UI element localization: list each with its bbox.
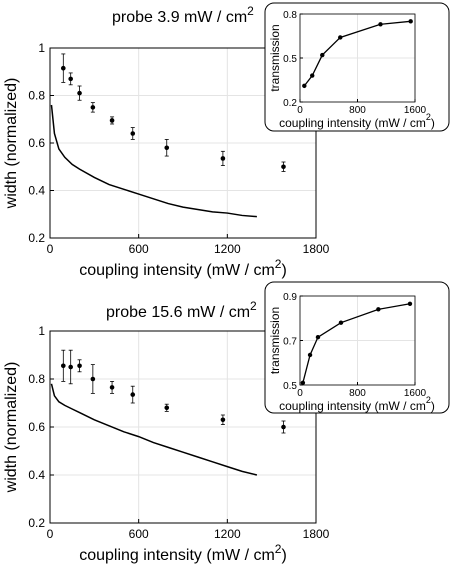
inset-x-axis-label: coupling intensity (mW / cm2) bbox=[279, 112, 435, 130]
data-point bbox=[90, 105, 96, 110]
y-tick-label: 0.4 bbox=[28, 184, 45, 198]
y-tick-label: 0.2 bbox=[28, 231, 45, 245]
data-point bbox=[90, 376, 96, 382]
data-point bbox=[281, 164, 286, 170]
inset-x-tick-label: 0 bbox=[297, 105, 303, 116]
x-axis-label-end: ) bbox=[281, 547, 286, 564]
y-tick-label: 0.8 bbox=[28, 89, 45, 103]
chart-panel-top: 0 600 1200 1800 0.2 0.4 0.6 0.8 1 coupling intens… bbox=[3, 2, 450, 279]
x-axis-label-text: coupling intensity (mW / cm bbox=[79, 262, 275, 279]
inset-x-axis-label-text: coupling intensity (mW / cm bbox=[279, 116, 426, 130]
inset-data-point bbox=[407, 301, 413, 306]
inset-data-point bbox=[378, 22, 383, 27]
inset-line bbox=[302, 303, 411, 383]
chart-title-text: probe 15.6 mW / cm bbox=[106, 304, 250, 321]
data-point bbox=[130, 392, 136, 397]
y-axis-label: width (normalized) bbox=[3, 362, 20, 494]
x-axis-label-end: ) bbox=[281, 262, 286, 279]
data-point bbox=[61, 65, 66, 71]
data-point bbox=[281, 424, 286, 430]
data-point bbox=[77, 363, 82, 369]
data-point bbox=[61, 363, 66, 369]
x-tick-label: 1800 bbox=[303, 242, 330, 256]
chart-panel-bottom: 0 600 1200 1800 0.2 0.4 0.6 0.8 1 coupling intens… bbox=[3, 281, 450, 564]
inset-y-axis-label: transmission bbox=[268, 307, 282, 374]
x-tick-label: 0 bbox=[47, 242, 54, 256]
inset-y-axis-label: transmission bbox=[268, 24, 282, 91]
data-point bbox=[109, 385, 115, 390]
data-point bbox=[68, 364, 73, 370]
data-point bbox=[77, 90, 82, 96]
data-point bbox=[109, 118, 115, 123]
data-point bbox=[68, 76, 73, 82]
inset-data-point bbox=[376, 307, 381, 312]
x-tick-label: 600 bbox=[129, 527, 149, 541]
inset-data-point bbox=[302, 83, 307, 89]
inset-y-tick-label: 0.7 bbox=[283, 337, 297, 348]
x-tick-label: 1200 bbox=[214, 242, 241, 256]
inset-x-axis-label-superscript: 2 bbox=[426, 395, 431, 405]
inset-data-point bbox=[310, 73, 315, 78]
inset-data-point bbox=[315, 334, 321, 340]
inset-y-tick-label: 0.5 bbox=[283, 381, 297, 392]
inset-x-tick-label: 800 bbox=[349, 388, 366, 399]
inset-data-point bbox=[300, 380, 306, 385]
inset-x-tick-label: 1600 bbox=[404, 105, 427, 116]
x-tick-label: 0 bbox=[47, 527, 54, 541]
y-tick-label: 0.4 bbox=[28, 468, 45, 482]
inset-x-tick-label: 0 bbox=[297, 388, 303, 399]
x-tick-label: 600 bbox=[129, 242, 149, 256]
x-axis-label-superscript: 2 bbox=[275, 257, 282, 271]
chart-title-text: probe 3.9 mW / cm bbox=[112, 9, 247, 26]
inset-x-axis-label: coupling intensity (mW / cm2) bbox=[279, 395, 435, 413]
inset-y-tick-label: 0.9 bbox=[283, 292, 297, 303]
data-point bbox=[164, 405, 170, 411]
x-tick-label: 1200 bbox=[214, 527, 241, 541]
theory-curve bbox=[50, 383, 258, 476]
data-point bbox=[164, 145, 170, 151]
inset-data-point bbox=[338, 320, 344, 325]
data-point bbox=[220, 417, 226, 423]
y-axis-label: width (normalized) bbox=[3, 78, 20, 210]
x-axis-label: coupling intensity (mW / cm2) bbox=[79, 257, 287, 279]
inset-x-axis-label-text: coupling intensity (mW / cm bbox=[279, 399, 426, 413]
inset-x-tick-label: 1600 bbox=[404, 388, 427, 399]
x-axis-label-superscript: 2 bbox=[275, 542, 282, 556]
inset-data-point bbox=[320, 52, 325, 58]
y-tick-label: 0.2 bbox=[28, 516, 45, 530]
inset-y-tick-label: 0.8 bbox=[283, 10, 297, 21]
inset-data-point bbox=[338, 35, 343, 40]
y-tick-label: 0.6 bbox=[28, 420, 45, 434]
inset-x-axis-label-superscript: 2 bbox=[426, 112, 431, 122]
inset-x-axis-label-end: ) bbox=[431, 116, 435, 130]
y-tick-label: 1 bbox=[38, 41, 45, 55]
y-tick-label: 0.8 bbox=[28, 372, 45, 386]
inset-data-point bbox=[408, 19, 413, 24]
inset-data-point bbox=[307, 352, 313, 358]
inset-x-tick-label: 800 bbox=[349, 105, 366, 116]
chart-title-superscript: 2 bbox=[250, 299, 257, 313]
inset-y-tick-label: 0.5 bbox=[283, 54, 297, 65]
y-tick-label: 0.6 bbox=[28, 136, 45, 150]
theory-curve bbox=[50, 104, 257, 218]
chart-title-superscript: 2 bbox=[247, 4, 254, 18]
chart-title: probe 15.6 mW / cm2 bbox=[106, 299, 257, 321]
y-tick-label: 1 bbox=[38, 324, 45, 338]
inset-y-tick-label: 0.2 bbox=[283, 98, 297, 109]
x-tick-label: 1800 bbox=[303, 527, 330, 541]
x-axis-label: coupling intensity (mW / cm2) bbox=[79, 542, 287, 564]
data-point bbox=[220, 156, 226, 161]
inset-x-axis-label-end: ) bbox=[431, 399, 435, 413]
x-axis-label-text: coupling intensity (mW / cm bbox=[79, 547, 275, 564]
chart-title: probe 3.9 mW / cm2 bbox=[112, 4, 254, 26]
data-point bbox=[130, 131, 136, 136]
